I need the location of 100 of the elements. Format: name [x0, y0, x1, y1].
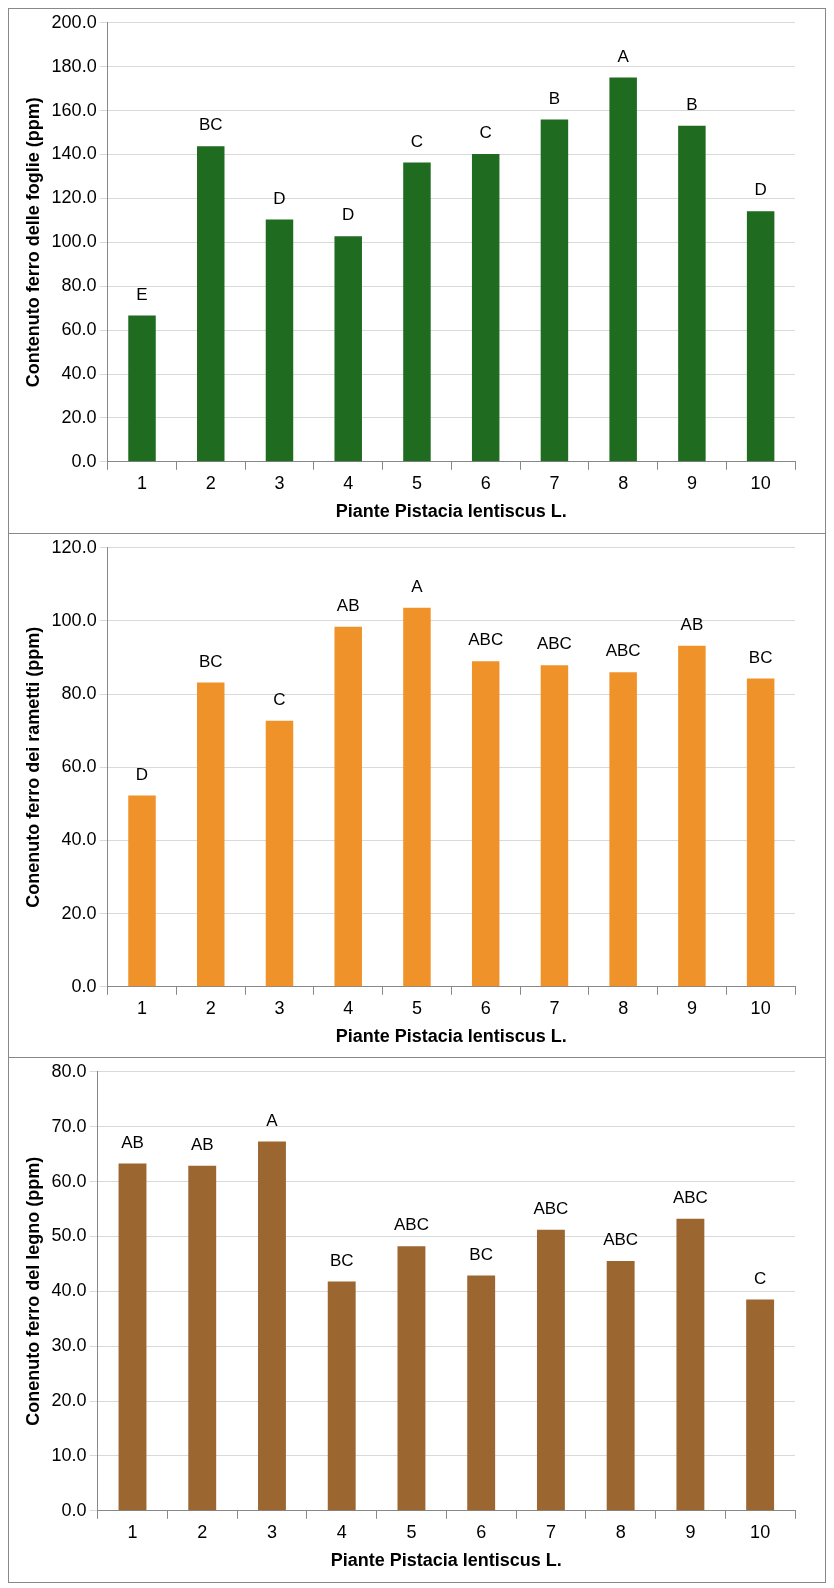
y-tick-label: 200.0 [51, 11, 97, 32]
annotation: C [410, 131, 424, 151]
x-tick-label: 9 [685, 1521, 696, 1542]
annotation: B [686, 94, 698, 114]
bar [265, 219, 294, 462]
y-tick-label: 80.0 [51, 1060, 87, 1081]
y-tick-label: 40.0 [61, 362, 97, 383]
bar [258, 1141, 286, 1511]
bar [678, 645, 706, 986]
x-tick-label: 9 [686, 997, 697, 1018]
x-tick-label: 8 [618, 472, 629, 493]
y-tick-label: 0.0 [61, 1499, 87, 1520]
x-tick-label: 6 [480, 997, 491, 1018]
bar [536, 1229, 565, 1511]
annotation: ABC [605, 640, 641, 660]
x-tick-label: 10 [750, 1521, 771, 1542]
bar [467, 1275, 496, 1511]
y-tick-label: 0.0 [71, 450, 97, 471]
y-tick-label: 80.0 [61, 275, 97, 296]
x-tick-label: 4 [343, 997, 354, 1018]
bar [397, 1246, 426, 1511]
y-tick-label: 30.0 [51, 1335, 87, 1356]
bar [540, 664, 569, 986]
annotation: D [342, 205, 355, 225]
x-tick-label: 7 [545, 1521, 556, 1542]
bar [265, 720, 294, 986]
bar [678, 125, 706, 462]
annotation: E [136, 284, 148, 304]
x-tick-label: 9 [686, 472, 697, 493]
annotation: BC [198, 115, 223, 135]
annotation: BC [469, 1244, 493, 1264]
bar [197, 146, 225, 462]
annotation: AB [336, 595, 360, 615]
y-tick-label: 40.0 [51, 1280, 87, 1301]
y-axis-title: Conenuto ferro dei rametti (ppm) [22, 626, 43, 908]
y-tick-label: 140.0 [51, 143, 97, 164]
y-tick-label: 20.0 [61, 902, 97, 923]
x-axis-title: Piante Pistacia lentiscus L. [335, 1025, 567, 1046]
y-axis-title: Contenuto ferro delle foglie (ppm) [22, 97, 43, 388]
y-tick-label: 0.0 [71, 975, 97, 996]
annotation: ABC [393, 1215, 429, 1235]
y-tick-label: 160.0 [51, 99, 97, 120]
annotation: C [753, 1268, 767, 1288]
bar [609, 77, 637, 462]
x-tick-label: 5 [411, 472, 422, 493]
annotation: ABC [533, 1199, 569, 1219]
y-tick-label: 100.0 [51, 609, 97, 630]
bar [128, 794, 156, 986]
annotation: A [617, 46, 630, 66]
x-tick-label: 6 [480, 472, 491, 493]
y-tick-label: 120.0 [51, 187, 97, 208]
x-tick-label: 3 [274, 997, 285, 1018]
bar [334, 236, 362, 462]
annotation: A [266, 1110, 279, 1130]
y-tick-label: 120.0 [51, 536, 97, 557]
x-tick-label: 1 [137, 997, 148, 1018]
bar [334, 626, 362, 986]
annotation: AB [680, 614, 704, 634]
annotation: BC [329, 1250, 354, 1270]
x-tick-label: 2 [205, 997, 216, 1018]
bar [746, 211, 775, 462]
bar [746, 677, 775, 986]
x-tick-label: 1 [137, 472, 148, 493]
x-tick-label: 4 [336, 1521, 347, 1542]
bar [540, 119, 569, 462]
x-tick-label: 3 [274, 472, 285, 493]
y-tick-label: 60.0 [61, 755, 97, 776]
bar [471, 154, 500, 462]
x-tick-label: 5 [411, 997, 422, 1018]
x-tick-label: 7 [549, 997, 560, 1018]
bar [128, 315, 156, 462]
annotation: A [411, 576, 424, 596]
annotation: D [135, 764, 149, 784]
annotation: BC [748, 647, 773, 667]
y-tick-label: 80.0 [61, 682, 97, 703]
annotation: AB [121, 1132, 144, 1152]
x-tick-label: 10 [750, 997, 771, 1018]
annotation: AB [190, 1134, 214, 1154]
bar [471, 660, 500, 986]
annotation: D [273, 188, 286, 208]
x-tick-label: 5 [406, 1521, 417, 1542]
bar [327, 1281, 356, 1511]
annotation: C [479, 123, 492, 143]
y-tick-label: 50.0 [51, 1225, 87, 1246]
y-tick-label: 100.0 [51, 231, 97, 252]
bar [118, 1163, 147, 1511]
bar [676, 1218, 705, 1511]
bar [606, 1261, 635, 1511]
x-tick-label: 10 [750, 472, 771, 493]
bar [403, 162, 431, 462]
x-tick-label: 1 [127, 1521, 138, 1542]
annotation: ABC [468, 629, 504, 649]
annotation: BC [198, 651, 223, 671]
x-tick-label: 8 [615, 1521, 626, 1542]
y-tick-label: 60.0 [61, 319, 97, 340]
annotation: ABC [536, 633, 572, 653]
y-tick-label: 20.0 [61, 406, 97, 427]
x-tick-label: 2 [197, 1521, 208, 1542]
x-axis-title: Piante Pistacia lentiscus L. [330, 1550, 562, 1571]
annotation: ABC [603, 1230, 639, 1250]
